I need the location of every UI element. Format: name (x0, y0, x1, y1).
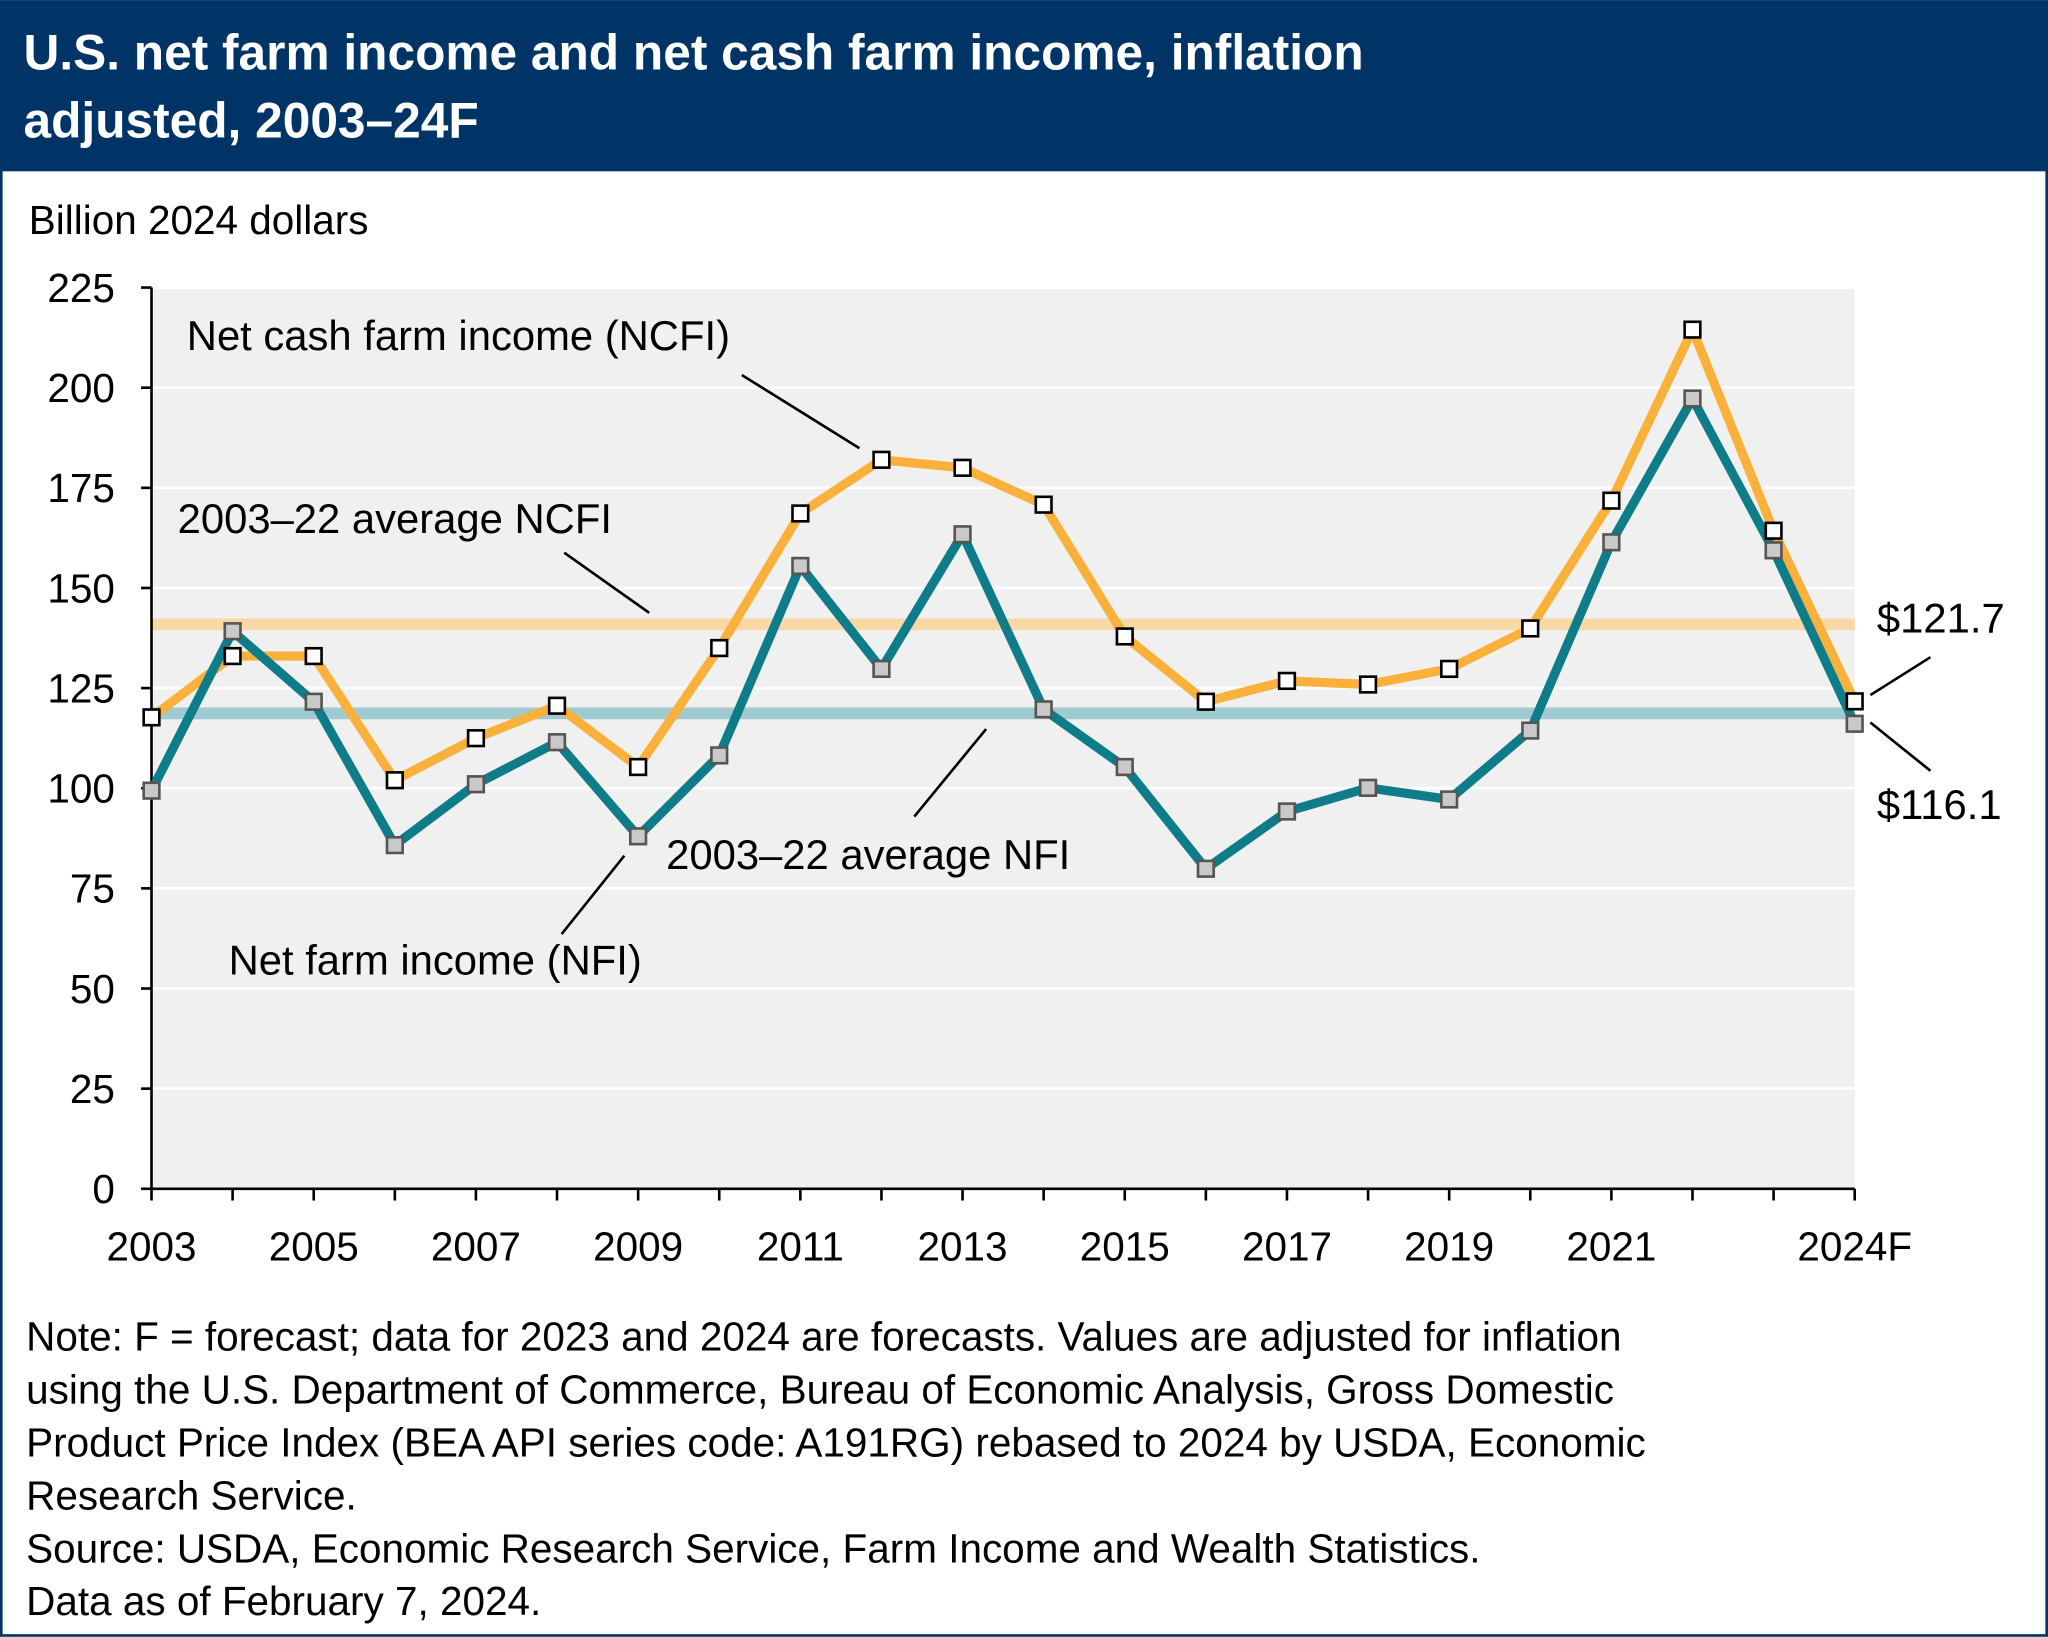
nfi-label: Net farm income (NFI) (229, 937, 642, 984)
x-tick-label: 2021 (1566, 1224, 1656, 1270)
note-line: Source: USDA, Economic Research Service,… (26, 1525, 1480, 1571)
nfi-point-2019 (1440, 790, 1459, 809)
x-tick-label: 2011 (757, 1224, 844, 1270)
ncfi-point-2008 (547, 696, 567, 715)
nfi-point-2003 (142, 781, 161, 800)
x-tick-label: 2005 (269, 1224, 359, 1270)
nfi-point-2021 (1602, 533, 1621, 552)
ncfi-point-2005 (304, 646, 323, 666)
nfi-avg-leader-line (913, 728, 988, 818)
ncfi-2024-value-label: $121.7 (1877, 594, 2005, 641)
nfi-point-2024 (1845, 714, 1864, 733)
ncfi-point-2013 (953, 458, 972, 477)
ncfi-point-2014 (1034, 495, 1053, 514)
nfi-point-2015 (1115, 757, 1134, 777)
ncfi-point-2009 (628, 757, 648, 777)
x-tick-label: 2007 (431, 1224, 521, 1270)
nfi-point-2005 (304, 692, 323, 711)
ncfi-series-line (148, 325, 1859, 785)
ncfi-point-2018 (1358, 675, 1378, 694)
ncfi-avg-label: 2003–22 average NCFI (178, 495, 612, 542)
ncfi-point-2020 (1521, 619, 1540, 638)
y-tick-label: 0 (92, 1166, 115, 1212)
y-tick-label: 100 (47, 766, 115, 812)
ncfi-point-2015 (1115, 627, 1134, 646)
x-tick-label: 2024F (1797, 1224, 1912, 1270)
note-line: Note: F = forecast; data for 2023 and 20… (26, 1314, 1621, 1360)
x-tick-label: 2009 (593, 1224, 683, 1270)
note-line: Product Price Index (BEA API series code… (26, 1420, 1646, 1466)
x-tick-label: 2017 (1242, 1224, 1332, 1270)
nfi-point-2013 (953, 525, 972, 544)
x-tick-label: 2013 (918, 1224, 1008, 1270)
nfi-point-2008 (547, 733, 567, 752)
ncfi-point-2010 (710, 638, 729, 658)
annotations (560, 373, 1932, 935)
y-axis-label: Billion 2024 dollars (29, 197, 369, 243)
plot-area (151, 287, 1855, 1189)
ncfi-point-2019 (1440, 659, 1459, 679)
nfi-2024-value-label: $116.1 (1877, 781, 2002, 828)
nfi-leader-line (560, 854, 626, 935)
ncfi-leader-line (741, 373, 861, 450)
ncfi-avg-leader-line (563, 551, 650, 614)
ncfi-point-2006 (385, 771, 404, 790)
ncfi-point-2022 (1683, 320, 1702, 339)
y-tick-label: 175 (47, 465, 115, 511)
note-line: using the U.S. Department of Commerce, B… (26, 1367, 1614, 1413)
nfi-point-2011 (791, 556, 810, 576)
nfi-point-2022 (1683, 389, 1702, 408)
y-tick-label: 50 (70, 966, 115, 1012)
y-tick-label: 125 (47, 665, 115, 711)
nfi-avg-label: 2003–22 average NFI (666, 831, 1070, 878)
nfi-point-2016 (1196, 859, 1216, 878)
ncfi-point-2004 (223, 646, 242, 666)
note-line: Data as of February 7, 2024. (26, 1578, 541, 1624)
ncfi-point-2007 (466, 729, 486, 748)
note-line: Research Service. (26, 1472, 357, 1518)
ncfi-point-2011 (791, 504, 810, 523)
nfi-point-2007 (466, 775, 486, 794)
nfi-series-line (147, 393, 1859, 874)
y-tick-label: 225 (47, 265, 115, 311)
ncfi-point-2024 (1845, 692, 1864, 711)
ncfi-point-2017 (1277, 671, 1297, 691)
x-tick-label: 2019 (1404, 1224, 1494, 1270)
nfi-point-2018 (1358, 778, 1378, 797)
ncfi-2024-leader-line (1869, 656, 1932, 697)
nfi-point-2009 (628, 827, 648, 846)
y-tick-label: 200 (47, 365, 115, 411)
ncfi-point-2023 (1764, 521, 1783, 540)
nfi-point-2020 (1521, 721, 1540, 740)
nfi-point-2006 (385, 835, 404, 855)
y-tick-label: 25 (70, 1066, 115, 1112)
title-line-1: U.S. net farm income and net cash farm i… (24, 24, 1364, 80)
x-tick-label: 2003 (106, 1224, 196, 1270)
x-tick-label: 2015 (1080, 1224, 1170, 1270)
nfi-2024-leader-line (1869, 721, 1932, 772)
nfi-point-2004 (223, 622, 242, 641)
nfi-point-2023 (1764, 541, 1783, 560)
nfi-point-2014 (1034, 700, 1053, 719)
ncfi-point-2003 (142, 708, 161, 727)
ncfi-point-2012 (872, 450, 891, 469)
nfi-point-2012 (872, 659, 891, 679)
y-tick-label: 75 (70, 866, 115, 912)
title-bar (0, 0, 2048, 172)
y-tick-label: 150 (47, 565, 115, 611)
nfi-point-2017 (1277, 802, 1297, 821)
ncfi-label: Net cash farm income (NCFI) (187, 312, 730, 359)
title-line-2: adjusted, 2003–24F (24, 92, 479, 148)
nfi-point-2010 (710, 746, 729, 765)
ncfi-point-2016 (1196, 692, 1216, 711)
ncfi-point-2021 (1602, 491, 1621, 510)
